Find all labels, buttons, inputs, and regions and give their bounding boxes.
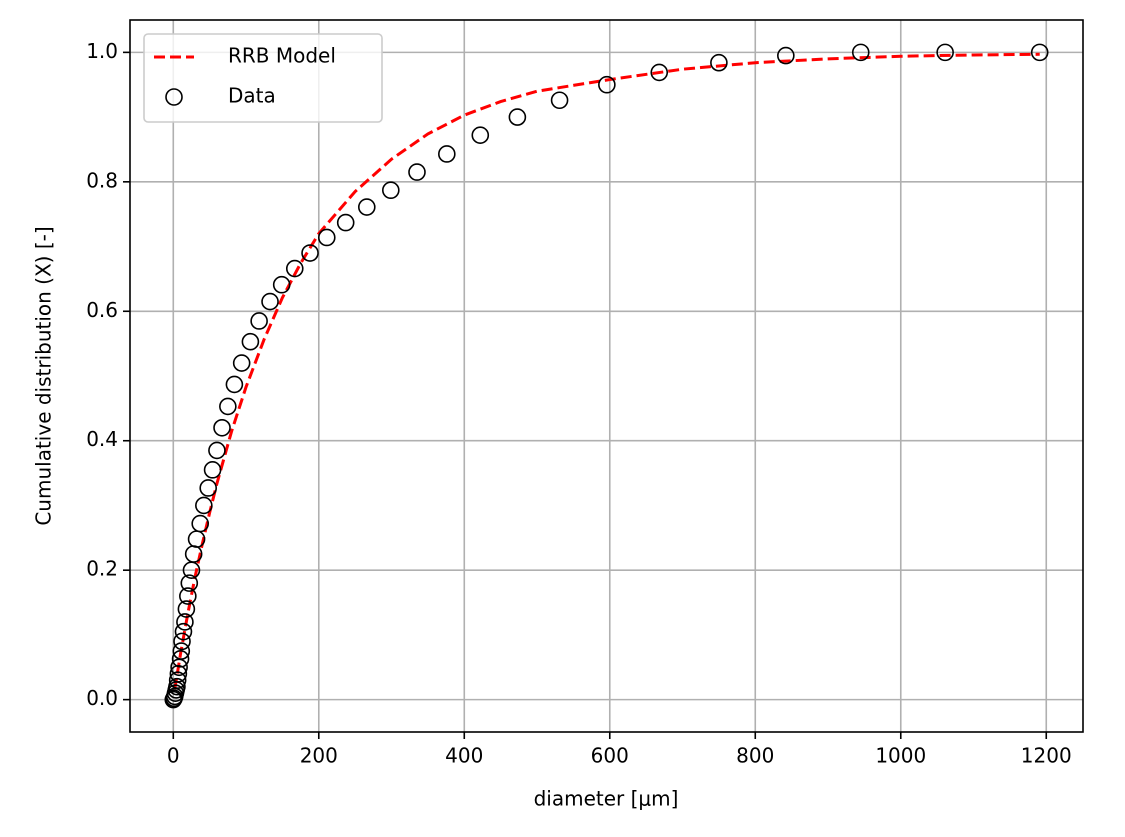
data-point [1030, 43, 1049, 62]
x-tick-label: 400 [445, 744, 483, 768]
data-point [710, 53, 728, 72]
model-line [173, 52, 1040, 690]
data-point [213, 418, 231, 437]
data-point [219, 397, 237, 416]
x-tick-label: 800 [736, 744, 774, 768]
data-point [172, 642, 191, 660]
data-point [508, 108, 527, 126]
legend-marker [165, 88, 183, 106]
data-point [851, 43, 870, 62]
x-tick-label: 0 [167, 744, 180, 768]
data-point [408, 163, 426, 181]
data-point [203, 461, 222, 479]
data-point [177, 600, 196, 618]
x-axis-label: diameter [μm] [534, 787, 679, 811]
y-tick-label: 1.0 [86, 39, 118, 63]
data-point [550, 91, 569, 110]
data-point [232, 354, 251, 372]
y-tick-label: 0.0 [86, 686, 118, 710]
data-point [382, 181, 400, 200]
data-point [438, 145, 456, 163]
data-point [336, 213, 355, 232]
data-point [199, 479, 218, 497]
data-point [195, 496, 213, 515]
data-point [180, 574, 199, 592]
y-tick-label: 0.6 [86, 298, 118, 322]
x-tick-label: 600 [591, 744, 629, 768]
y-tick-label: 0.4 [86, 427, 118, 451]
data-point [250, 312, 268, 330]
data-point [317, 228, 336, 247]
data-point [285, 259, 304, 278]
data-point [173, 632, 191, 651]
data-point [171, 650, 190, 668]
x-tick-label: 200 [300, 744, 338, 768]
y-tick-label: 0.8 [86, 168, 118, 192]
data-point [241, 332, 260, 351]
data-point [168, 671, 187, 690]
legend-label: RRB Model [228, 44, 336, 68]
data-point [650, 63, 669, 82]
data-point [208, 441, 226, 460]
legend-label: Data [228, 84, 276, 108]
data-point [261, 292, 279, 311]
x-tick-label: 1000 [875, 744, 926, 768]
data-point [598, 75, 616, 94]
y-axis-label: Cumulative distribution (X) [-] [32, 226, 56, 525]
data-point [471, 126, 490, 145]
data-point [357, 198, 376, 216]
data-point [168, 677, 186, 696]
legend-box [143, 33, 383, 123]
data-point [272, 275, 291, 294]
data-point [777, 46, 795, 65]
x-tick-label: 1200 [1021, 744, 1072, 768]
plot-frame [129, 19, 1084, 733]
data-point [174, 622, 193, 641]
data-point [936, 43, 954, 62]
data-point [301, 244, 319, 262]
data-point [176, 613, 194, 631]
y-tick-label: 0.2 [86, 557, 118, 581]
data-point [191, 514, 210, 533]
data-point [179, 587, 197, 605]
data-point [225, 375, 244, 394]
